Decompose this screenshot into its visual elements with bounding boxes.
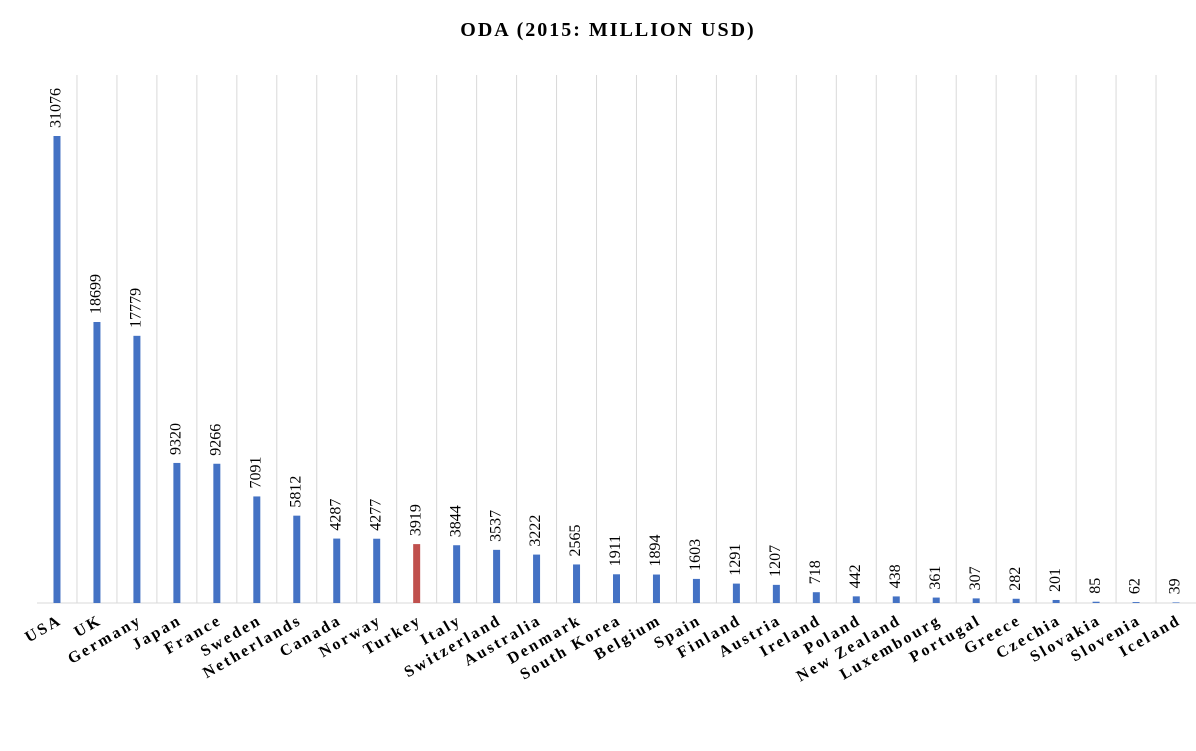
bar [133,335,141,603]
value-label: 4277 [367,499,384,531]
bar [253,496,261,603]
value-label: 1603 [687,539,704,571]
value-label: 85 [1087,578,1104,594]
bar [732,583,740,603]
value-label: 2565 [567,524,584,556]
value-label: 1207 [767,545,784,577]
bar [1132,602,1140,603]
bar [1172,602,1180,603]
value-label: 39 [1167,578,1184,594]
value-label: 31076 [48,88,65,128]
bar [772,584,780,603]
value-label: 201 [1047,568,1064,592]
value-label: 442 [847,564,864,588]
bar [333,538,341,603]
bar [173,462,181,603]
bar [692,578,700,603]
value-label: 3844 [447,505,464,537]
value-label: 9266 [208,424,225,456]
bar [652,574,660,603]
bar [93,321,101,603]
bar [972,598,980,603]
value-label: 9320 [168,423,185,455]
value-label: 62 [1127,578,1144,594]
bar [213,463,221,603]
value-label: 3222 [527,515,544,547]
value-label: 4287 [327,499,344,531]
value-label: 1291 [727,544,744,576]
bar [413,544,421,603]
bar [892,596,900,603]
bar [852,596,860,603]
value-label: 18699 [88,274,105,314]
value-label: 438 [887,564,904,588]
x-tick-label: USA [22,612,65,646]
value-label: 1894 [647,535,664,567]
value-label: 5812 [287,476,304,508]
chart-title: ODA (2015: MILLION USD) [460,19,755,41]
bar [53,136,61,603]
bar [1012,598,1020,603]
value-label: 3537 [487,510,504,542]
bar [1092,601,1100,603]
bar [1052,599,1060,603]
bar [932,597,940,603]
bar [373,538,381,603]
value-label: 7091 [247,456,264,488]
bar [573,564,581,603]
value-label: 282 [1007,567,1024,591]
bar [293,515,301,603]
value-label: 17779 [128,288,145,328]
bar [493,549,501,603]
bar [613,574,620,603]
value-label: 3919 [407,504,424,536]
value-label: 718 [807,560,824,584]
value-label: 307 [967,566,984,590]
value-label: 361 [927,566,944,590]
bar [533,554,541,603]
bar [812,592,820,603]
value-label: 1911 [607,535,624,566]
bar [453,545,461,603]
